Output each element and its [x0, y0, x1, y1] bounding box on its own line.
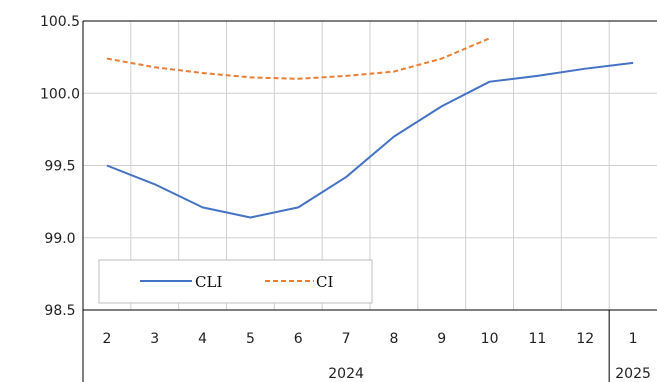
x-tick-label: 9 — [437, 331, 446, 347]
y-tick-label: 100.5 — [40, 14, 80, 30]
x-tick-label: 2 — [102, 331, 111, 347]
x-tick-label: 4 — [198, 331, 207, 347]
year-label: 2024 — [328, 366, 364, 382]
series-line-ci — [106, 37, 490, 80]
year-label: 2025 — [615, 366, 651, 382]
legend-label-ci: CI — [316, 273, 333, 291]
y-tick-label: 99.0 — [44, 231, 75, 247]
legend-label-cli: CLI — [195, 273, 222, 291]
x-tick-label: 1 — [629, 331, 638, 347]
x-tick-label: 6 — [294, 331, 303, 347]
y-tick-label: 99.5 — [44, 159, 75, 175]
x-tick-label: 7 — [342, 331, 351, 347]
x-tick-label: 8 — [389, 331, 398, 347]
y-tick-label: 98.5 — [44, 303, 75, 319]
x-tick-label: 10 — [481, 331, 499, 347]
series-line-cli — [106, 61, 634, 219]
series-lines — [106, 37, 634, 219]
x-tick-label: 3 — [150, 331, 159, 347]
axes — [82, 20, 657, 382]
tick-labels: 98.5 99.0 99.5 100.0 100.5 2 3 4 5 6 7 8 9 10 11 12 1 202… — [40, 14, 651, 382]
x-tick-label: 5 — [246, 331, 255, 347]
x-tick-label: 12 — [576, 331, 594, 347]
x-tick-label: 11 — [529, 331, 547, 347]
y-tick-label: 100.0 — [40, 86, 80, 102]
legend: CLI CI — [98, 259, 373, 304]
